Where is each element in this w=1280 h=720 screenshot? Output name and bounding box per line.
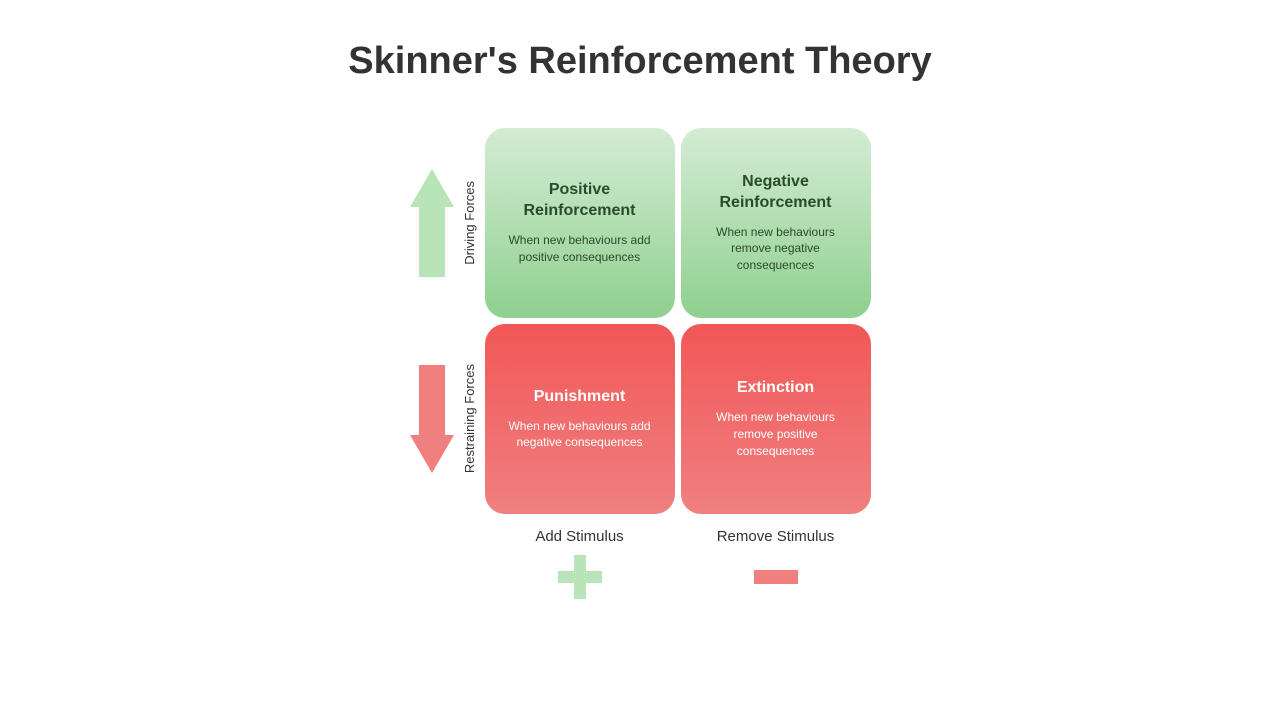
cell-desc: When new behaviours add positive consequ…	[503, 232, 657, 266]
col-label-add: Add Stimulus	[485, 528, 675, 599]
cell-desc: When new behaviours add negative consequ…	[503, 418, 657, 452]
cell-title: Extinction	[737, 378, 814, 399]
diagram: Driving Forces Restraining Forces Positi…	[410, 128, 871, 599]
arrow-up-icon	[410, 169, 454, 277]
restraining-forces-block: Restraining Forces	[410, 324, 477, 514]
cell-desc: When new behaviours remove positive cons…	[699, 409, 853, 459]
row-label-restraining: Restraining Forces	[462, 364, 477, 473]
cell-punishment: Punishment When new behaviours add negat…	[485, 324, 675, 514]
column-labels-row: Add Stimulus Remove Stimulus	[485, 528, 871, 599]
cell-title: Punishment	[534, 387, 626, 408]
grid-wrap: Positive Reinforcement When new behaviou…	[485, 128, 871, 599]
cell-positive-reinforcement: Positive Reinforcement When new behaviou…	[485, 128, 675, 318]
plus-icon	[558, 555, 602, 599]
page-title: Skinner's Reinforcement Theory	[348, 40, 931, 83]
cell-desc: When new behaviours remove negative cons…	[699, 224, 853, 274]
quadrant-grid: Positive Reinforcement When new behaviou…	[485, 128, 871, 514]
col-label-text: Remove Stimulus	[717, 528, 835, 545]
cell-title: Negative Reinforcement	[699, 172, 853, 214]
cell-title: Positive Reinforcement	[503, 180, 657, 222]
driving-forces-block: Driving Forces	[410, 128, 477, 318]
arrow-down-icon	[410, 365, 454, 473]
row-labels-column: Driving Forces Restraining Forces	[410, 128, 477, 514]
cell-extinction: Extinction When new behaviours remove po…	[681, 324, 871, 514]
minus-icon	[754, 570, 798, 584]
row-label-driving: Driving Forces	[462, 181, 477, 265]
col-label-remove: Remove Stimulus	[681, 528, 871, 599]
col-label-text: Add Stimulus	[535, 528, 623, 545]
cell-negative-reinforcement: Negative Reinforcement When new behaviou…	[681, 128, 871, 318]
